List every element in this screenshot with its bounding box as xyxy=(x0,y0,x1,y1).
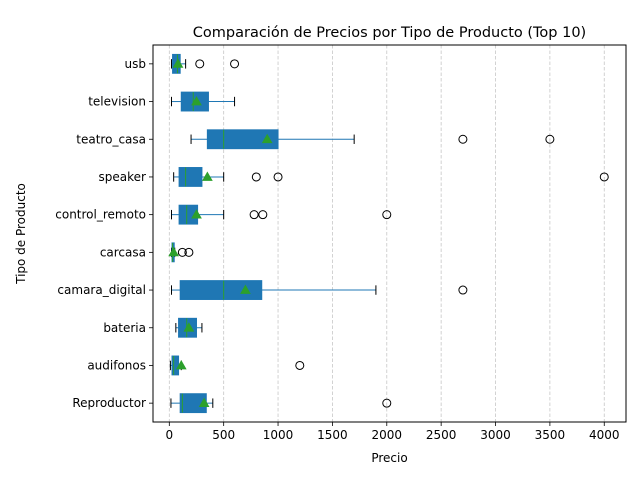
y-tick-label: bateria xyxy=(103,321,146,335)
x-tick-label: 3000 xyxy=(480,428,511,442)
y-tick-label: speaker xyxy=(99,170,147,184)
mean-marker xyxy=(261,133,273,144)
tick-layer: 0 500 1000 1500 2000 2500 3000 3500 4000 Reproduc… xyxy=(55,57,619,442)
box-group-carcasa xyxy=(168,242,194,263)
box-group-camara_digital xyxy=(170,280,468,300)
outlier-point xyxy=(249,210,259,220)
outlier-point xyxy=(251,172,261,182)
outlier-point xyxy=(458,285,468,295)
iqr-box xyxy=(206,129,279,150)
box-group-teatro_casa xyxy=(190,129,555,150)
mean-marker xyxy=(202,171,213,181)
x-tick-label: 2000 xyxy=(372,428,403,442)
y-tick-label: carcasa xyxy=(100,245,146,259)
mean-marker xyxy=(175,359,187,370)
x-tick-label: 0 xyxy=(165,428,173,442)
iqr-box xyxy=(171,355,180,376)
outlier-point xyxy=(382,398,392,408)
y-tick-label: teatro_casa xyxy=(76,132,146,146)
mean-marker xyxy=(172,58,184,68)
y-tick-label: usb xyxy=(125,57,146,71)
outlier-point xyxy=(273,172,283,182)
x-axis-label: Precio xyxy=(371,451,407,465)
plot-frame xyxy=(152,44,627,423)
y-tick-label: Reproductor xyxy=(72,396,146,410)
x-tick-label: 3500 xyxy=(535,428,566,442)
outlier-point xyxy=(177,247,187,257)
y-tick-label: audifonos xyxy=(87,358,146,372)
x-tick-label: 1500 xyxy=(317,428,348,442)
x-tick-label: 1000 xyxy=(263,428,294,442)
y-tick-label: control_remoto xyxy=(55,208,146,222)
outlier-point xyxy=(230,59,240,69)
mean-marker xyxy=(183,322,195,332)
mean-marker xyxy=(240,284,251,294)
mean-marker xyxy=(168,246,180,257)
y-axis-label: Tipo de Producto xyxy=(14,183,28,285)
y-tick-label: camara_digital xyxy=(57,283,146,297)
mean-marker xyxy=(198,397,210,408)
grid-layer xyxy=(168,45,605,422)
outlier-point xyxy=(458,134,468,144)
outlier-point xyxy=(295,360,305,370)
x-tick-label: 500 xyxy=(212,428,235,442)
box-layer xyxy=(168,53,609,414)
outlier-point xyxy=(258,210,268,220)
outlier-point xyxy=(195,59,205,69)
outlier-point xyxy=(599,172,609,182)
outlier-point xyxy=(382,210,392,220)
box-group-audifonos xyxy=(169,355,305,376)
iqr-box xyxy=(178,167,203,187)
box-group-bateria xyxy=(175,317,203,338)
y-tick-label: television xyxy=(88,95,146,109)
box-group-usb xyxy=(170,53,240,74)
box-group-Reproductor xyxy=(170,393,392,414)
mean-marker xyxy=(191,209,202,219)
box-group-control_remoto xyxy=(170,204,392,225)
box-group-speaker xyxy=(173,167,609,187)
outlier-point xyxy=(184,247,194,257)
mean-marker xyxy=(191,96,202,106)
iqr-box xyxy=(179,280,263,300)
x-tick-label: 2500 xyxy=(426,428,457,442)
box-group-television xyxy=(170,91,236,112)
chart-title: Comparación de Precios por Tipo de Produ… xyxy=(193,25,586,41)
outlier-point xyxy=(545,134,555,144)
x-tick-label: 4000 xyxy=(589,428,620,442)
